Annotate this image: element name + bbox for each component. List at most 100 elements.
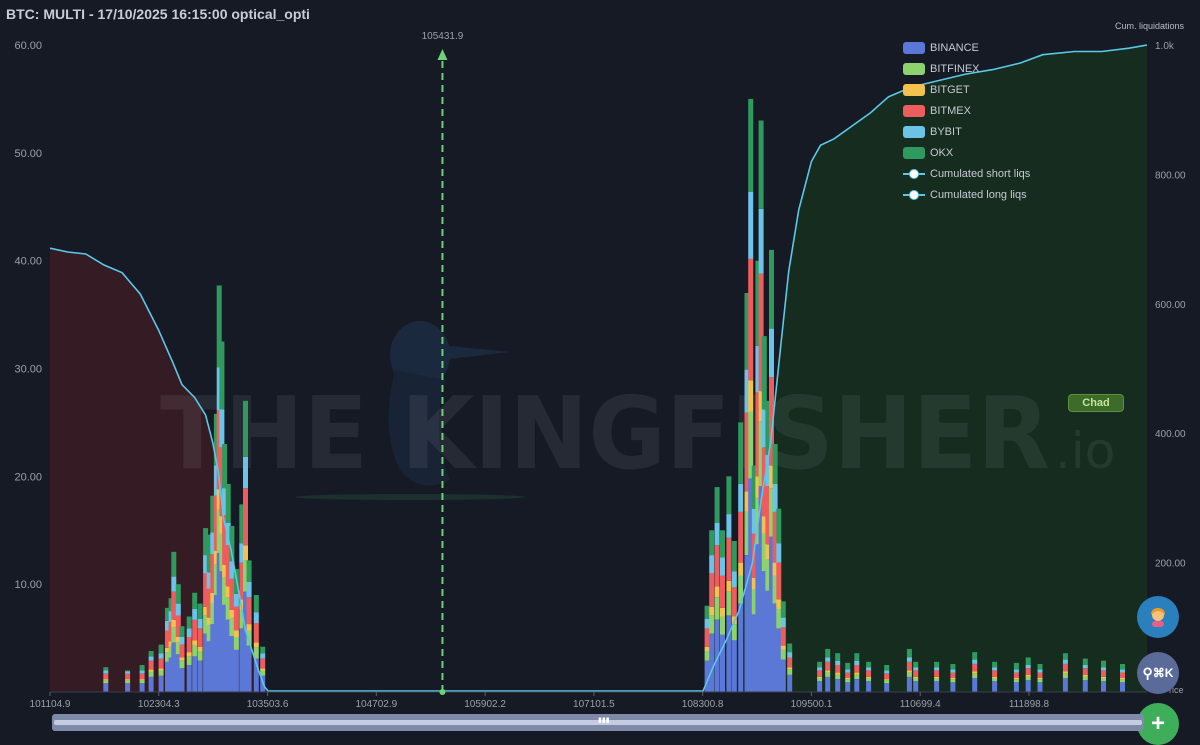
bar-segment-bitget [165, 647, 170, 653]
bar-segment-okx [744, 293, 750, 370]
legend-item-bybit[interactable]: BYBIT [903, 121, 1030, 142]
legend-label: BITGET [930, 83, 970, 96]
bar-segment-bitget [158, 668, 164, 671]
bar-segment-bitmex [216, 410, 222, 490]
legend-item-cum-long[interactable]: Cumulated long liqs [903, 184, 1030, 205]
chad-badge[interactable]: Chad [1068, 394, 1124, 412]
bar-segment-bitget [714, 586, 720, 598]
bar-segment-bitmex [845, 672, 851, 678]
bar-segment-bybit [714, 522, 720, 546]
bar-segment-okx [1013, 662, 1019, 670]
bar-stack [125, 670, 131, 692]
bar-segment-binance [186, 665, 192, 692]
legend-swatch-okx [903, 146, 925, 159]
bar-segment-okx [934, 661, 940, 668]
bar-segment-bitfinex [233, 637, 239, 650]
cum-short-line [701, 44, 1148, 693]
search-button[interactable]: ⚲ ⌘K [1137, 652, 1179, 694]
bar-segment-bybit [972, 659, 978, 664]
bar-segment-bitget [139, 679, 145, 681]
bar-segment-okx [845, 662, 851, 670]
bar-segment-binance [780, 659, 786, 692]
bar-segment-bybit [726, 514, 732, 538]
bar-stack [817, 661, 823, 692]
bar-segment-bitfinex [139, 680, 145, 684]
range-scrollbar[interactable]: ▮▮▮ [52, 714, 1144, 731]
bar-segment-bitget [709, 606, 715, 616]
bar-segment-bitfinex [1120, 679, 1125, 683]
bar-segment-bitmex [206, 588, 212, 618]
bar-segment-binance [197, 660, 203, 692]
bar-segment-bybit [720, 557, 725, 576]
bar-segment-bitmex [225, 545, 231, 587]
bar-segment-bitmex [1013, 672, 1019, 678]
bar-stack [744, 293, 750, 692]
bar-segment-bitget [720, 607, 725, 617]
y2-tick-label: 1.0k [1155, 41, 1175, 52]
bar-segment-bybit [222, 488, 228, 516]
current-price-dot [439, 689, 446, 695]
bar-segment-okx [772, 444, 778, 484]
legend-item-binance[interactable]: BINANCE [903, 37, 1030, 58]
bar-stack [158, 644, 164, 692]
bar-segment-binance [714, 619, 720, 692]
bar-segment-bitmex [866, 670, 872, 677]
legend-swatch-binance [903, 41, 925, 54]
bar-segment-binance [1037, 682, 1043, 692]
price-axis-label: Price [1163, 685, 1184, 695]
bar-segment-okx [1062, 653, 1068, 660]
bar-segment-bitget [233, 630, 239, 637]
bar-segment-bitget [755, 476, 761, 498]
bar-segment-okx [726, 476, 732, 514]
bar-segment-bybit [780, 617, 786, 628]
bar-stack [906, 648, 912, 692]
bar-stack [772, 444, 778, 692]
chart-legend: BINANCE BITFINEX BITGET BITMEX BYBIT OKX… [903, 37, 1030, 205]
bar-segment-bitget [726, 580, 732, 592]
bar-stack [203, 528, 209, 692]
bar-segment-bybit [203, 555, 209, 574]
bar-segment-bitget [817, 676, 823, 678]
y-tick-label: 30.00 [14, 364, 42, 376]
bar-stack [845, 662, 851, 692]
bar-segment-binance [972, 678, 978, 692]
bar-segment-bitmex [738, 511, 744, 563]
bar-segment-binance [213, 595, 219, 692]
scrollbar-grip-icon[interactable]: ▮▮▮ [598, 717, 610, 724]
bar-segment-bybit [769, 328, 774, 378]
bar-segment-bitmex [854, 665, 860, 673]
bar-segment-bybit [125, 671, 131, 674]
bar-segment-binance [1101, 681, 1106, 692]
bar-segment-bitfinex [216, 509, 222, 553]
bar-segment-bitfinex [769, 488, 774, 537]
legend-item-cum-short[interactable]: Cumulated short liqs [903, 163, 1030, 184]
bar-segment-bitfinex [1082, 676, 1088, 681]
legend-item-bitfinex[interactable]: BITFINEX [903, 58, 1030, 79]
bar-segment-bitget [186, 652, 192, 657]
bar-segment-okx [171, 551, 177, 577]
bar-segment-bitfinex [748, 411, 754, 479]
bar-segment-bitmex [992, 670, 998, 677]
bar-segment-bitget [884, 679, 890, 681]
avatar-icon-graphic [1151, 608, 1165, 627]
bar-segment-bybit [260, 653, 266, 659]
x-tick-label: 104702.9 [355, 699, 397, 710]
bar-segment-bybit [175, 603, 181, 616]
bar-segment-bitmex [175, 615, 181, 637]
bar-segment-bitmex [179, 644, 185, 658]
bar-segment-binance [758, 486, 764, 692]
bar-segment-bitmex [192, 619, 198, 641]
bar-segment-bitget [168, 641, 174, 647]
bar-stack [246, 560, 252, 692]
legend-item-bitmex[interactable]: BITMEX [903, 100, 1030, 121]
legend-item-bitget[interactable]: BITGET [903, 79, 1030, 100]
bar-stack [835, 653, 841, 692]
bar-segment-bitget [1025, 674, 1031, 677]
scrollbar-thumb[interactable] [54, 720, 1142, 725]
avatar-icon[interactable] [1137, 596, 1179, 638]
legend-item-okx[interactable]: OKX [903, 142, 1030, 163]
bar-segment-bitfinex [210, 602, 216, 625]
bar-segment-bitfinex [229, 618, 235, 636]
bar-segment-binance [906, 676, 912, 692]
